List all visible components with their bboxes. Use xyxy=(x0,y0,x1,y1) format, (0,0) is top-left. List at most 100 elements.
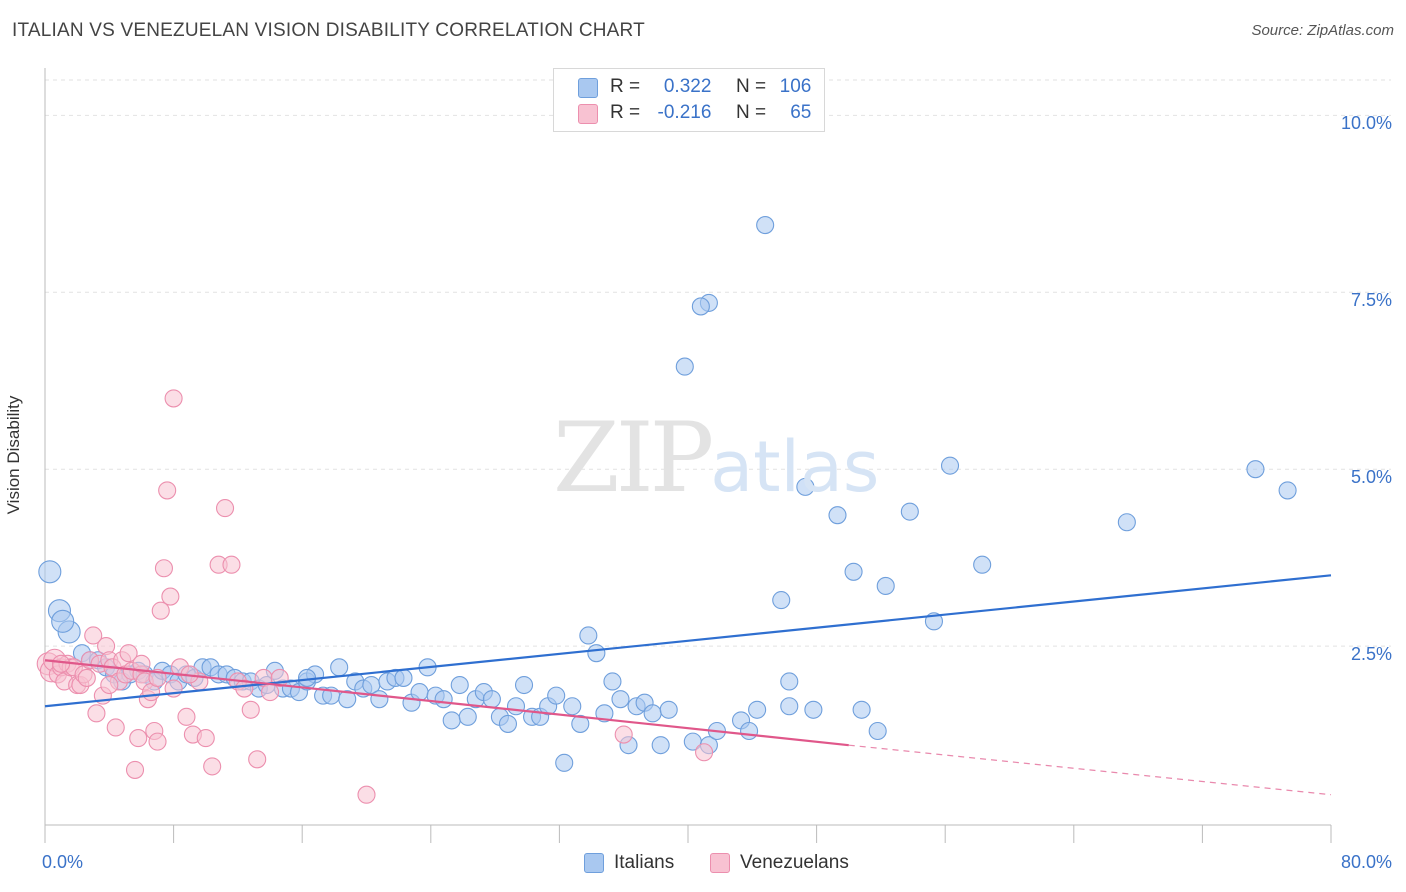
watermark: ZIPatlas xyxy=(553,402,880,514)
italians-point xyxy=(579,626,598,645)
venezuelans-trend-line xyxy=(44,659,849,747)
venezuelans-point xyxy=(177,707,196,726)
trend-lines xyxy=(44,574,1332,796)
italians-point xyxy=(611,690,630,709)
italians-point xyxy=(555,753,574,772)
italians-point xyxy=(1117,513,1136,532)
italians-point xyxy=(410,683,429,702)
venezuelans-point xyxy=(222,555,241,574)
venezuelans-point xyxy=(248,750,267,769)
italians-point xyxy=(900,502,919,521)
legend-swatch-italians xyxy=(578,78,598,98)
italians-point xyxy=(691,297,710,316)
y-tick-label: 10.0% xyxy=(1340,113,1392,134)
italians-point xyxy=(450,675,469,695)
venezuelans-point xyxy=(84,626,103,645)
italians-point xyxy=(482,690,501,709)
venezuelans-point xyxy=(215,499,235,518)
legend-swatch-venezuelans xyxy=(578,104,598,124)
italians-point xyxy=(394,668,413,687)
venezuelans-point xyxy=(235,679,254,698)
venezuelans-point xyxy=(132,654,151,673)
r-label: R = xyxy=(610,102,641,123)
y-tick-label: 5.0% xyxy=(1350,467,1392,488)
venezuelans-point xyxy=(125,760,145,779)
legend-text-venezuelans: R = -0.216 N = 65 xyxy=(610,102,811,124)
italians-point xyxy=(651,736,670,755)
legend-label-italians: Italians xyxy=(614,852,675,873)
italians-point xyxy=(844,562,863,581)
venezuelans-point xyxy=(158,481,177,500)
venezuelans-point xyxy=(106,718,125,737)
italians-point xyxy=(876,576,895,595)
n-value: 106 xyxy=(779,76,812,97)
chart-axes xyxy=(44,68,1332,843)
venezuelans-point xyxy=(129,729,148,748)
italians-point xyxy=(643,704,662,723)
italians-point xyxy=(603,672,622,691)
italians-point xyxy=(1278,481,1297,500)
y-axis-label: Vision Disability xyxy=(4,395,23,515)
italians-point xyxy=(756,216,775,235)
italians-point xyxy=(514,675,534,695)
italians-point xyxy=(868,721,887,741)
venezuelans-point xyxy=(241,700,260,719)
italians-point xyxy=(796,477,815,496)
venezuelans-point xyxy=(154,559,174,578)
italians-point xyxy=(51,609,75,633)
x-tick-label-max: 80.0% xyxy=(1340,852,1392,872)
italians-point xyxy=(442,711,461,730)
italians-point xyxy=(338,690,357,709)
venezuelans-point xyxy=(196,729,215,748)
venezuelans-point xyxy=(119,644,138,663)
legend-label-venezuelans: Venezuelans xyxy=(740,852,849,873)
italians-point xyxy=(595,704,614,723)
venezuelans-point xyxy=(614,725,633,744)
venezuelans-point xyxy=(148,732,167,751)
italians-point xyxy=(458,707,477,726)
italians-point xyxy=(571,714,590,733)
italians-point xyxy=(973,555,992,574)
n-label: N = xyxy=(735,76,767,97)
x-tick-label-min: 0.0% xyxy=(42,852,84,872)
y-tick-label: 2.5% xyxy=(1350,644,1392,665)
series-italians xyxy=(38,216,1297,772)
venezuelans-point xyxy=(357,785,376,804)
venezuelans-point xyxy=(161,587,180,606)
italians-point xyxy=(330,658,349,677)
y-tick-label: 7.5% xyxy=(1350,290,1392,311)
italians-point xyxy=(804,700,823,719)
legend-swatch-venezuelans xyxy=(710,853,730,873)
italians-point xyxy=(675,357,694,376)
italians-point xyxy=(370,690,389,709)
legend-swatch-italians xyxy=(584,853,604,873)
italians-point xyxy=(563,697,582,716)
italians-point xyxy=(852,700,871,719)
r-label: R = xyxy=(610,76,641,97)
venezuelans-point xyxy=(52,654,71,673)
italians-point xyxy=(498,714,518,733)
italians-point xyxy=(748,700,767,719)
r-value: 0.322 xyxy=(663,76,712,97)
venezuelans-point xyxy=(695,743,714,762)
legend-text-italians: R = 0.322 N = 106 xyxy=(610,76,811,98)
italians-point xyxy=(780,672,799,691)
chart-title: ITALIAN VS VENEZUELAN VISION DISABILITY … xyxy=(12,20,645,41)
italians-point xyxy=(1246,460,1265,479)
series-venezuelans xyxy=(36,389,714,804)
venezuelans-point xyxy=(77,668,96,687)
italians-point xyxy=(506,697,526,716)
venezuelans-point xyxy=(100,675,119,695)
italians-point xyxy=(434,690,453,709)
italians-point xyxy=(740,721,759,741)
n-value: 65 xyxy=(790,102,812,123)
italians-point xyxy=(547,686,566,705)
italians-point xyxy=(772,591,791,610)
r-value: -0.216 xyxy=(657,102,712,123)
chart-grid xyxy=(45,79,1391,647)
italians-point xyxy=(587,644,606,663)
n-label: N = xyxy=(735,102,767,123)
italians-point xyxy=(659,700,678,719)
venezuelans-point xyxy=(203,757,222,776)
